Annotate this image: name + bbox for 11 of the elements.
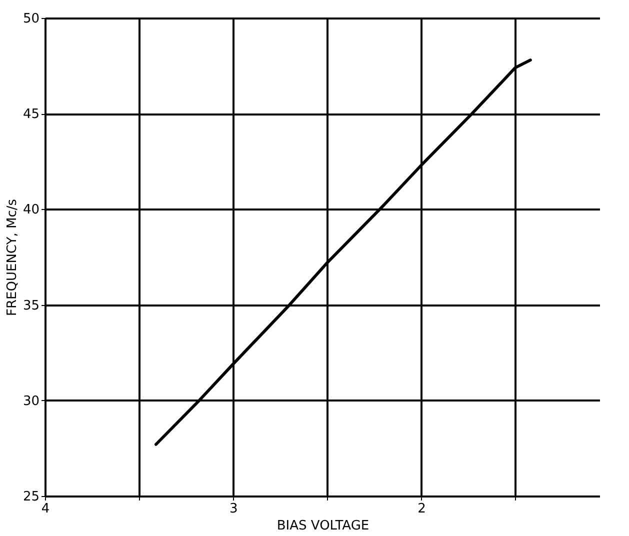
- y-tick-label: 35: [22, 298, 40, 314]
- y-tick-label: 45: [22, 107, 40, 122]
- y-tick-label: 30: [22, 394, 40, 409]
- x-tick-label: 2: [418, 502, 426, 516]
- y-tick-label: 25: [22, 490, 40, 504]
- y-tick-label: 50: [22, 12, 40, 26]
- x-axis-title: BIAS VOLTAGE: [276, 518, 370, 534]
- x-tick-label: 4: [41, 502, 50, 516]
- y-axis-title: FREQUENCY, Mc/s: [4, 198, 20, 316]
- x-tick-label: 3: [229, 502, 238, 516]
- y-tick-label: 40: [22, 202, 40, 218]
